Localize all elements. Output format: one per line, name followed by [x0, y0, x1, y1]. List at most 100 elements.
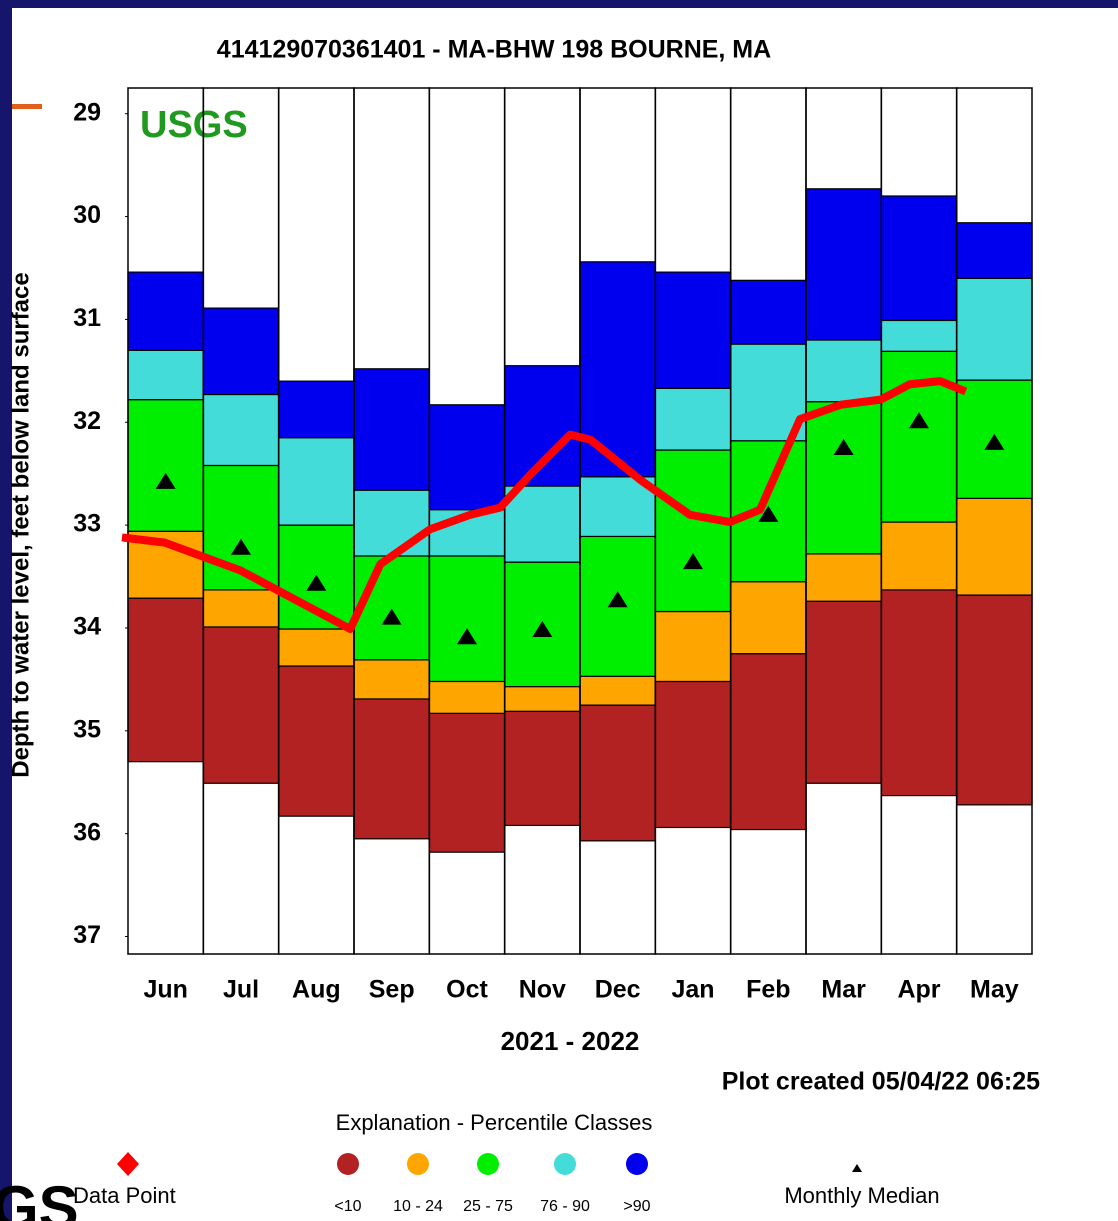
median-marker	[231, 538, 251, 555]
legend-label: Data Point	[73, 1183, 176, 1208]
y-tick-label: 30	[73, 201, 101, 229]
percentile-band	[428, 712, 506, 853]
percentile-band	[805, 401, 882, 555]
month-column	[955, 87, 1033, 955]
percentile-band	[353, 368, 430, 491]
logo: GS	[0, 1174, 79, 1221]
percentile-band	[654, 449, 732, 613]
accent-line	[12, 104, 42, 109]
percentile-band	[579, 675, 656, 706]
percentile-band	[654, 610, 732, 683]
percentile-band	[127, 399, 204, 532]
median-marker	[984, 433, 1005, 450]
percentile-band	[202, 589, 280, 628]
percentile-band	[202, 626, 280, 784]
x-tick-label: Mar	[821, 976, 866, 1004]
x-tick-label: Jul	[223, 976, 259, 1004]
percentile-band	[353, 698, 430, 840]
chart-title: 414129070361401 - MA-BHW 198 BOURNE, MA	[217, 36, 771, 64]
percentile-band	[880, 589, 958, 797]
x-tick-label: Feb	[746, 976, 790, 1004]
percentile-band	[353, 659, 430, 700]
percentile-band	[956, 277, 1033, 381]
percentile-band	[278, 437, 355, 526]
y-tick-label: 32	[73, 407, 101, 435]
legend-label: Monthly Median	[784, 1183, 939, 1208]
median-marker	[758, 505, 779, 522]
percentile-band	[127, 271, 204, 351]
percentile-band	[880, 319, 958, 352]
legend-marker	[407, 1153, 429, 1175]
y-axis-label: Depth to water level, feet below land su…	[7, 272, 34, 777]
percentile-band	[428, 404, 506, 511]
percentile-band	[278, 665, 355, 817]
percentile-band	[805, 188, 882, 341]
percentile-band	[654, 680, 732, 829]
percentile-band	[956, 497, 1033, 596]
percentile-band	[880, 195, 958, 322]
percentile-band	[504, 710, 581, 827]
median-marker	[155, 472, 176, 489]
legend-marker	[117, 1152, 139, 1176]
legend-title: Explanation - Percentile Classes	[336, 1110, 653, 1135]
median-marker	[457, 628, 477, 645]
median-marker	[607, 591, 628, 608]
legend-marker	[626, 1153, 648, 1175]
median-marker	[306, 574, 327, 591]
y-tick-label: 36	[73, 818, 101, 846]
y-tick-label: 29	[73, 98, 101, 126]
percentile-band	[880, 350, 958, 523]
percentile-band	[353, 555, 430, 661]
y-tick-label: 33	[73, 510, 101, 538]
percentile-band	[730, 279, 807, 345]
percentile-band	[504, 685, 581, 712]
median-marker	[381, 608, 402, 625]
percentile-band	[730, 653, 807, 831]
x-tick-label: Aug	[292, 976, 341, 1004]
percentile-band	[730, 581, 807, 655]
y-tick-label: 31	[73, 304, 101, 332]
percentile-band	[353, 489, 430, 557]
legend-label: 76 - 90	[540, 1198, 590, 1215]
legend-label: 10 - 24	[393, 1198, 443, 1215]
y-tick-label: 35	[73, 715, 101, 743]
y-tick-label: 37	[73, 921, 101, 949]
x-tick-label: Apr	[897, 976, 940, 1004]
x-tick-label: May	[970, 976, 1019, 1004]
percentile-band	[127, 597, 204, 763]
x-tick-label: Jun	[143, 976, 187, 1004]
percentile-band	[654, 387, 732, 451]
x-tick-label: Jan	[671, 976, 714, 1004]
percentile-band	[805, 600, 882, 784]
legend-label: <10	[334, 1198, 361, 1215]
x-tick-label: Sep	[369, 976, 415, 1004]
data-line	[121, 377, 968, 633]
median-marker	[532, 621, 553, 638]
percentile-band	[654, 271, 732, 389]
legend-marker	[554, 1153, 576, 1175]
percentile-band	[805, 553, 882, 602]
percentile-band	[504, 485, 581, 563]
x-axis-label: 2021 - 2022	[501, 1026, 640, 1056]
percentile-band	[278, 380, 355, 439]
percentile-band	[127, 349, 204, 401]
legend-label: >90	[623, 1198, 650, 1215]
watermark: USGS	[140, 104, 248, 146]
y-tick-label: 34	[73, 613, 101, 641]
percentile-band	[278, 628, 355, 667]
legend-marker	[337, 1153, 359, 1175]
percentile-band	[428, 680, 506, 714]
percentile-band	[956, 594, 1033, 806]
percentile-band	[956, 222, 1033, 279]
median-marker	[909, 412, 929, 429]
x-tick-label: Nov	[519, 976, 566, 1004]
percentile-band	[880, 521, 958, 591]
percentile-band	[428, 555, 506, 683]
median-marker	[683, 553, 703, 570]
legend-marker	[852, 1164, 862, 1172]
median-marker	[833, 438, 854, 455]
legend-marker	[477, 1153, 499, 1175]
legend-label: 25 - 75	[463, 1198, 513, 1215]
percentile-band	[805, 339, 882, 403]
